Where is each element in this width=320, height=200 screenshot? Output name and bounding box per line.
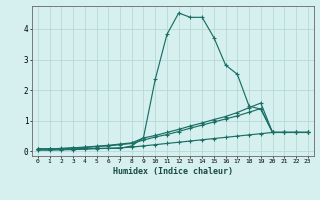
X-axis label: Humidex (Indice chaleur): Humidex (Indice chaleur) (113, 167, 233, 176)
